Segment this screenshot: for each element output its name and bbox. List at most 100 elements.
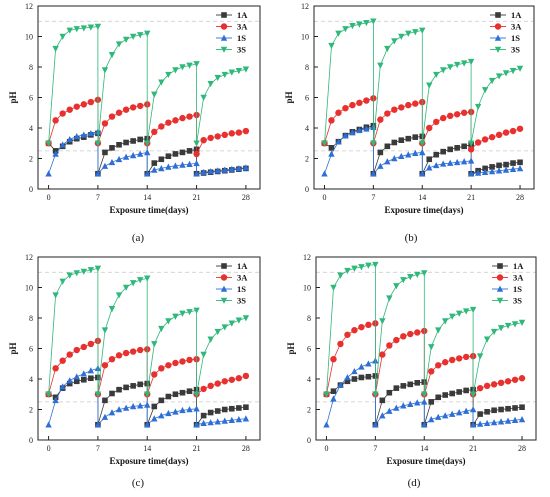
- data-point: [386, 342, 393, 349]
- data-point: [220, 274, 228, 281]
- data-point: [511, 376, 519, 383]
- data-point: [158, 412, 165, 419]
- data-point: [391, 155, 398, 162]
- data-point: [463, 387, 469, 394]
- data-point: [491, 407, 497, 414]
- data-point: [87, 267, 95, 274]
- data-point: [123, 384, 129, 391]
- data-point: [129, 403, 137, 410]
- data-point: [193, 159, 200, 167]
- data-point: [228, 69, 236, 76]
- x-tick-label: 28: [516, 193, 524, 202]
- data-point: [379, 412, 386, 419]
- data-point: [136, 32, 144, 39]
- data-point: [94, 421, 102, 428]
- data-point: [73, 132, 80, 140]
- y-tick-label: 6: [29, 94, 33, 103]
- data-point: [172, 391, 179, 398]
- data-point: [172, 359, 179, 367]
- data-point: [460, 158, 468, 165]
- data-point: [509, 165, 517, 172]
- y-tick-label: 10: [303, 284, 311, 293]
- data-point: [242, 66, 250, 73]
- data-point: [407, 330, 414, 338]
- data-point: [87, 129, 95, 137]
- data-point: [144, 30, 151, 37]
- data-point: [379, 318, 386, 325]
- data-point: [59, 357, 66, 364]
- data-point: [400, 383, 407, 389]
- data-point: [221, 131, 228, 139]
- data-point: [172, 67, 179, 74]
- y-tick-label: 4: [307, 375, 311, 384]
- data-point: [220, 34, 228, 41]
- data-point: [80, 101, 88, 108]
- data-point: [122, 106, 130, 113]
- data-point: [379, 351, 386, 358]
- data-point: [108, 409, 116, 416]
- data-point: [200, 351, 207, 358]
- data-point: [137, 136, 143, 143]
- data-point: [488, 77, 496, 85]
- data-point: [207, 168, 214, 175]
- data-point: [243, 404, 249, 411]
- data-point: [495, 12, 501, 18]
- data-point: [94, 170, 102, 177]
- data-point: [349, 129, 356, 136]
- data-point: [323, 421, 330, 428]
- data-point: [349, 101, 356, 109]
- data-point: [214, 408, 221, 414]
- data-point: [351, 376, 358, 382]
- data-point: [193, 405, 200, 412]
- data-point: [122, 36, 130, 43]
- x-tick-label: 7: [373, 444, 377, 453]
- data-point: [80, 131, 88, 138]
- data-point: [151, 128, 158, 136]
- data-point: [356, 99, 363, 107]
- data-point: [129, 104, 137, 111]
- data-point: [330, 355, 337, 363]
- data-point: [433, 161, 440, 169]
- data-point: [66, 377, 73, 384]
- data-point: [428, 416, 435, 423]
- data-point: [221, 417, 228, 424]
- data-point: [490, 328, 498, 336]
- data-point: [214, 167, 221, 174]
- x-tick-label: 0: [47, 193, 51, 202]
- data-point: [407, 274, 414, 281]
- data-point: [221, 12, 227, 18]
- data-point: [228, 320, 236, 327]
- data-point: [228, 416, 236, 423]
- x-tick-label: 28: [242, 193, 250, 202]
- data-point: [505, 405, 511, 412]
- data-point: [428, 368, 435, 375]
- data-point: [519, 404, 525, 411]
- legend-label: 1S: [237, 33, 246, 43]
- data-point: [236, 405, 242, 411]
- data-point: [122, 349, 130, 357]
- y-tick-label: 2: [29, 155, 33, 164]
- data-point: [490, 381, 498, 388]
- data-point: [66, 380, 73, 387]
- data-point: [481, 136, 489, 143]
- data-point: [518, 319, 526, 326]
- series-3S: [45, 23, 250, 147]
- data-point: [80, 268, 88, 275]
- data-point: [344, 267, 351, 275]
- series-3S: [45, 265, 250, 398]
- data-point: [448, 410, 456, 417]
- data-point: [414, 380, 421, 386]
- data-point: [221, 263, 227, 269]
- data-point: [52, 365, 59, 372]
- data-point: [412, 100, 419, 107]
- data-point: [453, 158, 461, 166]
- data-point: [344, 374, 351, 381]
- data-point: [488, 133, 496, 141]
- y-tick-label: 10: [301, 33, 309, 42]
- data-point: [94, 140, 102, 147]
- data-point: [179, 161, 186, 168]
- data-point: [108, 52, 116, 59]
- plot-frame: [37, 5, 261, 190]
- data-point: [115, 352, 123, 359]
- data-point: [481, 168, 489, 176]
